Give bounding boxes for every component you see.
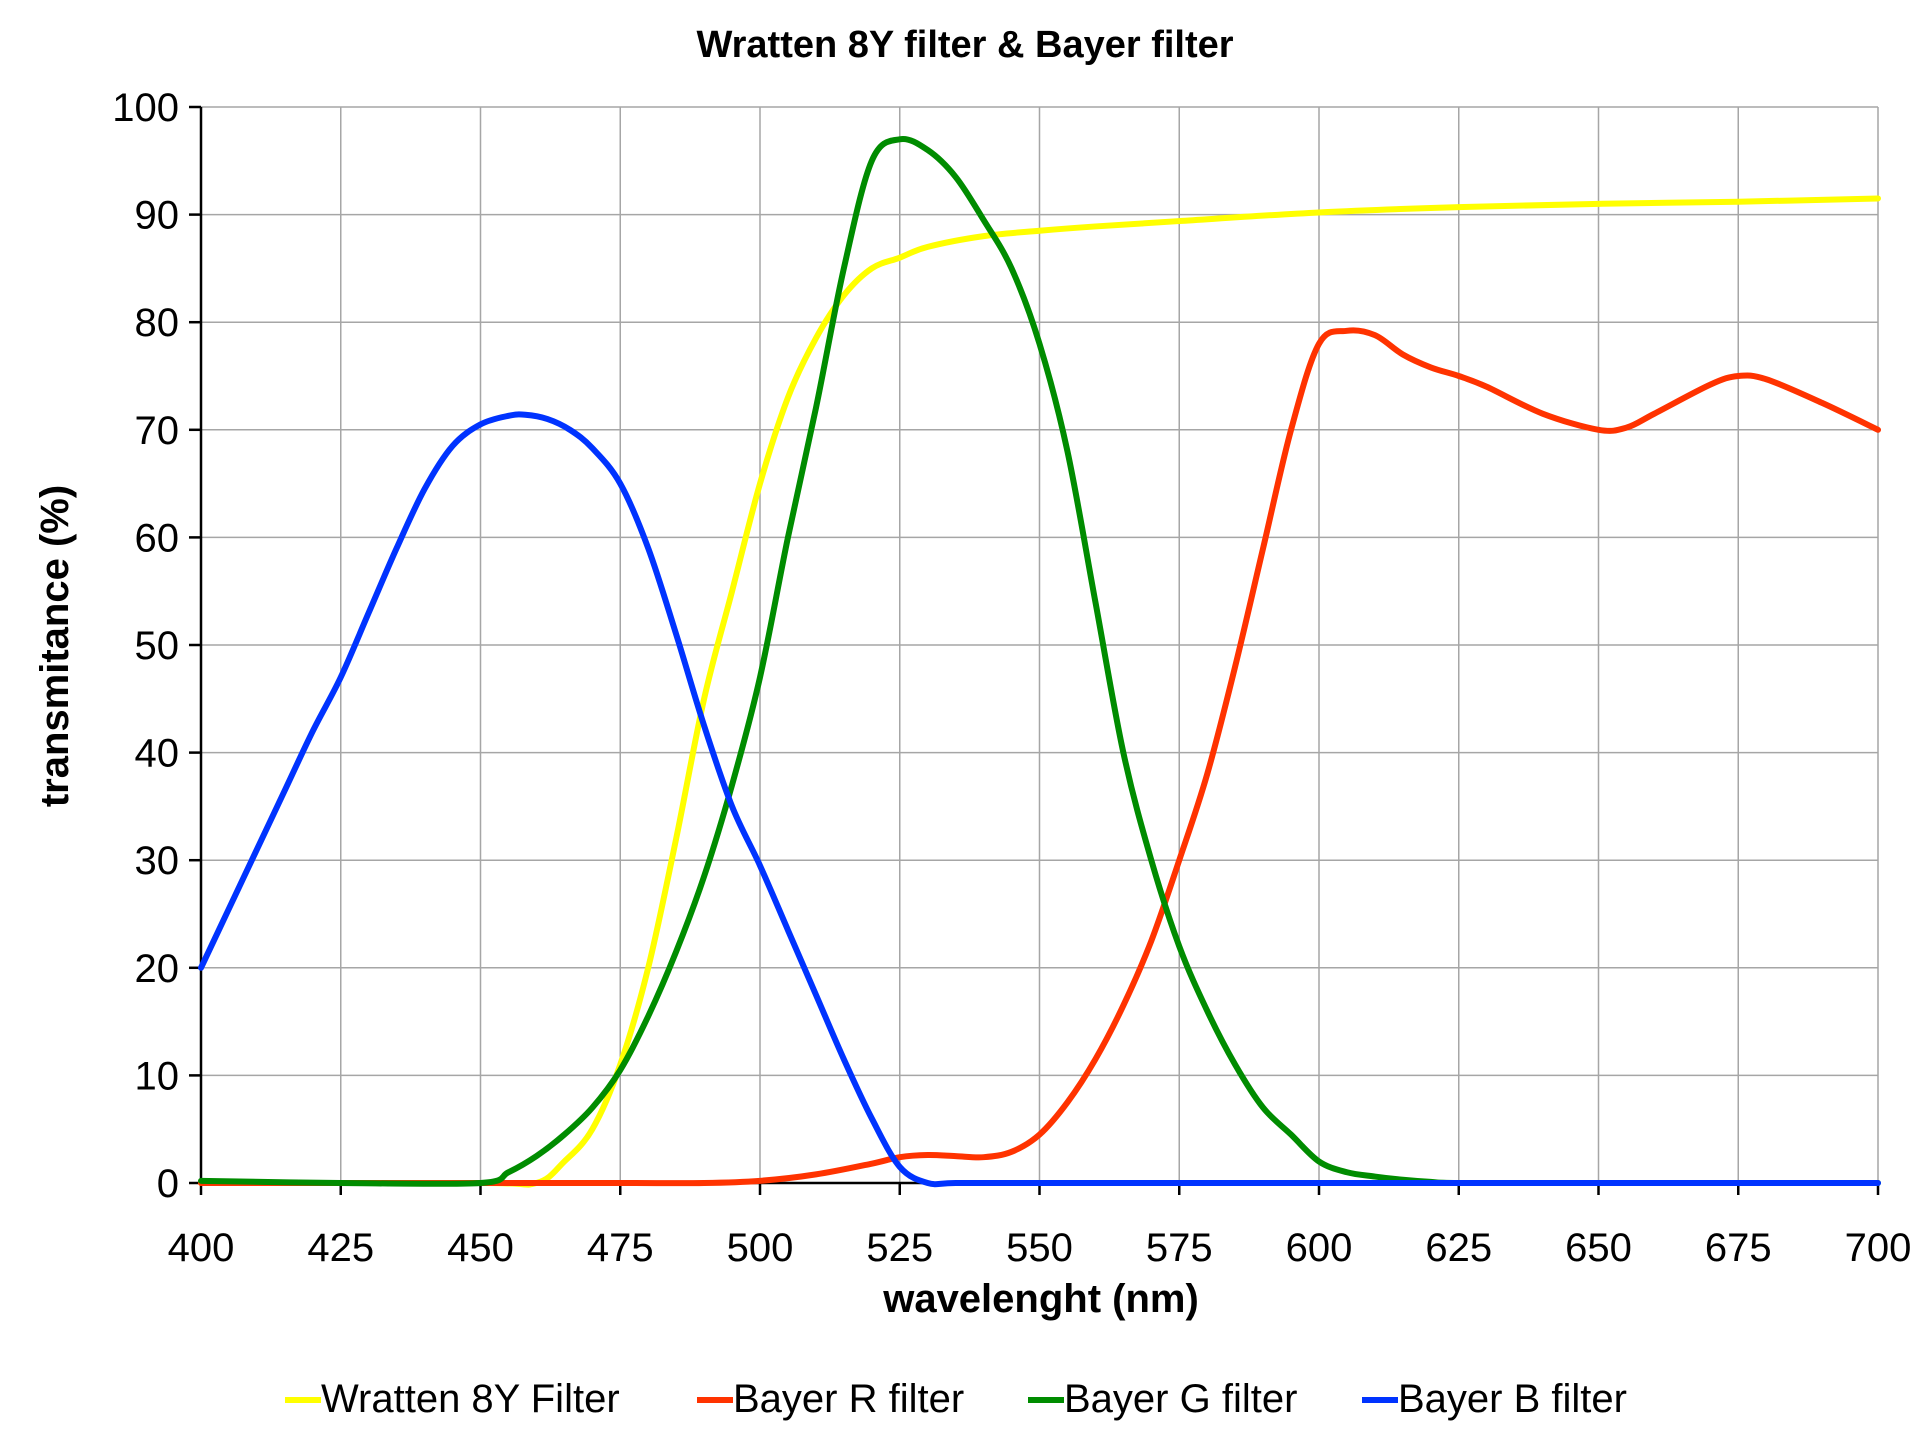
x-tick-label: 550 (1006, 1226, 1073, 1270)
x-axis-title: wavelenght (nm) (882, 1277, 1199, 1321)
y-tick-label: 70 (135, 409, 180, 453)
series-line-bayer-b-filter (198, 411, 1881, 1188)
y-tick-label: 80 (135, 301, 180, 345)
y-tick-label: 10 (135, 1054, 180, 1098)
axes (189, 105, 1880, 1195)
x-tick-label: 650 (1565, 1226, 1632, 1270)
legend: Wratten 8Y Filter Bayer R filter Bayer G f… (285, 1377, 1627, 1421)
x-tick-label: 400 (168, 1226, 235, 1270)
x-tick-label: 625 (1425, 1226, 1492, 1270)
x-tick-label: 500 (727, 1226, 794, 1270)
x-tick-label: 425 (307, 1226, 374, 1270)
series-line-wratten-8y-filter (198, 195, 1881, 1188)
tick-labels: 0 10 20 30 40 50 60 70 80 90 100 400 425 450 475 500 525… (112, 86, 1911, 1270)
y-tick-label: 100 (112, 86, 179, 130)
y-tick-label: 0 (157, 1162, 179, 1206)
x-tick-label: 700 (1845, 1226, 1912, 1270)
legend-label-bayer-g-filter: Bayer G filter (1064, 1377, 1297, 1421)
series-line-bayer-g-filter (198, 135, 1881, 1187)
x-tick-label: 675 (1705, 1226, 1772, 1270)
series-layer (198, 135, 1881, 1188)
y-axis-title: transmitance (%) (33, 485, 77, 807)
y-tick-label: 50 (135, 624, 180, 668)
y-tick-label: 90 (135, 194, 180, 238)
x-tick-label: 600 (1286, 1226, 1353, 1270)
chart-title: Wratten 8Y filter & Bayer filter (696, 24, 1233, 66)
y-tick-label: 30 (135, 839, 180, 883)
y-tick-label: 60 (135, 516, 180, 560)
x-tick-label: 450 (447, 1226, 514, 1270)
x-tick-label: 575 (1146, 1226, 1213, 1270)
grid (201, 106, 1879, 1183)
x-tick-label: 475 (587, 1226, 654, 1270)
y-tick-label: 40 (135, 732, 180, 776)
legend-label-bayer-b-filter: Bayer B filter (1398, 1377, 1627, 1421)
legend-label-bayer-r-filter: Bayer R filter (733, 1377, 964, 1421)
series-line-bayer-r-filter (198, 327, 1881, 1187)
x-tick-label: 525 (866, 1226, 933, 1270)
y-tick-label: 20 (135, 947, 180, 991)
legend-label-wratten-8y-filter: Wratten 8Y Filter (321, 1377, 620, 1421)
